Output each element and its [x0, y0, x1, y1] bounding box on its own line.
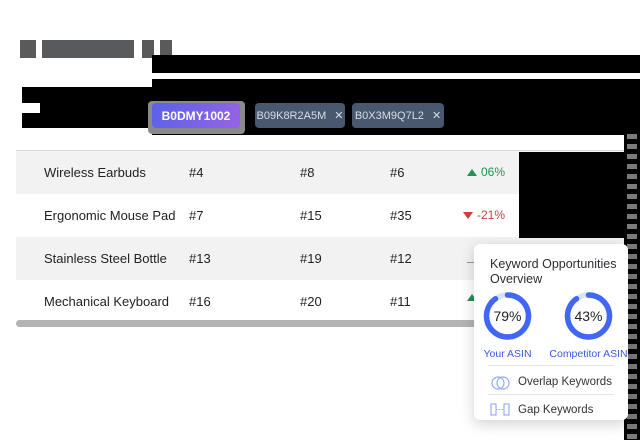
svg-text:79%: 79%: [493, 308, 521, 324]
svg-text:43%: 43%: [574, 308, 602, 324]
